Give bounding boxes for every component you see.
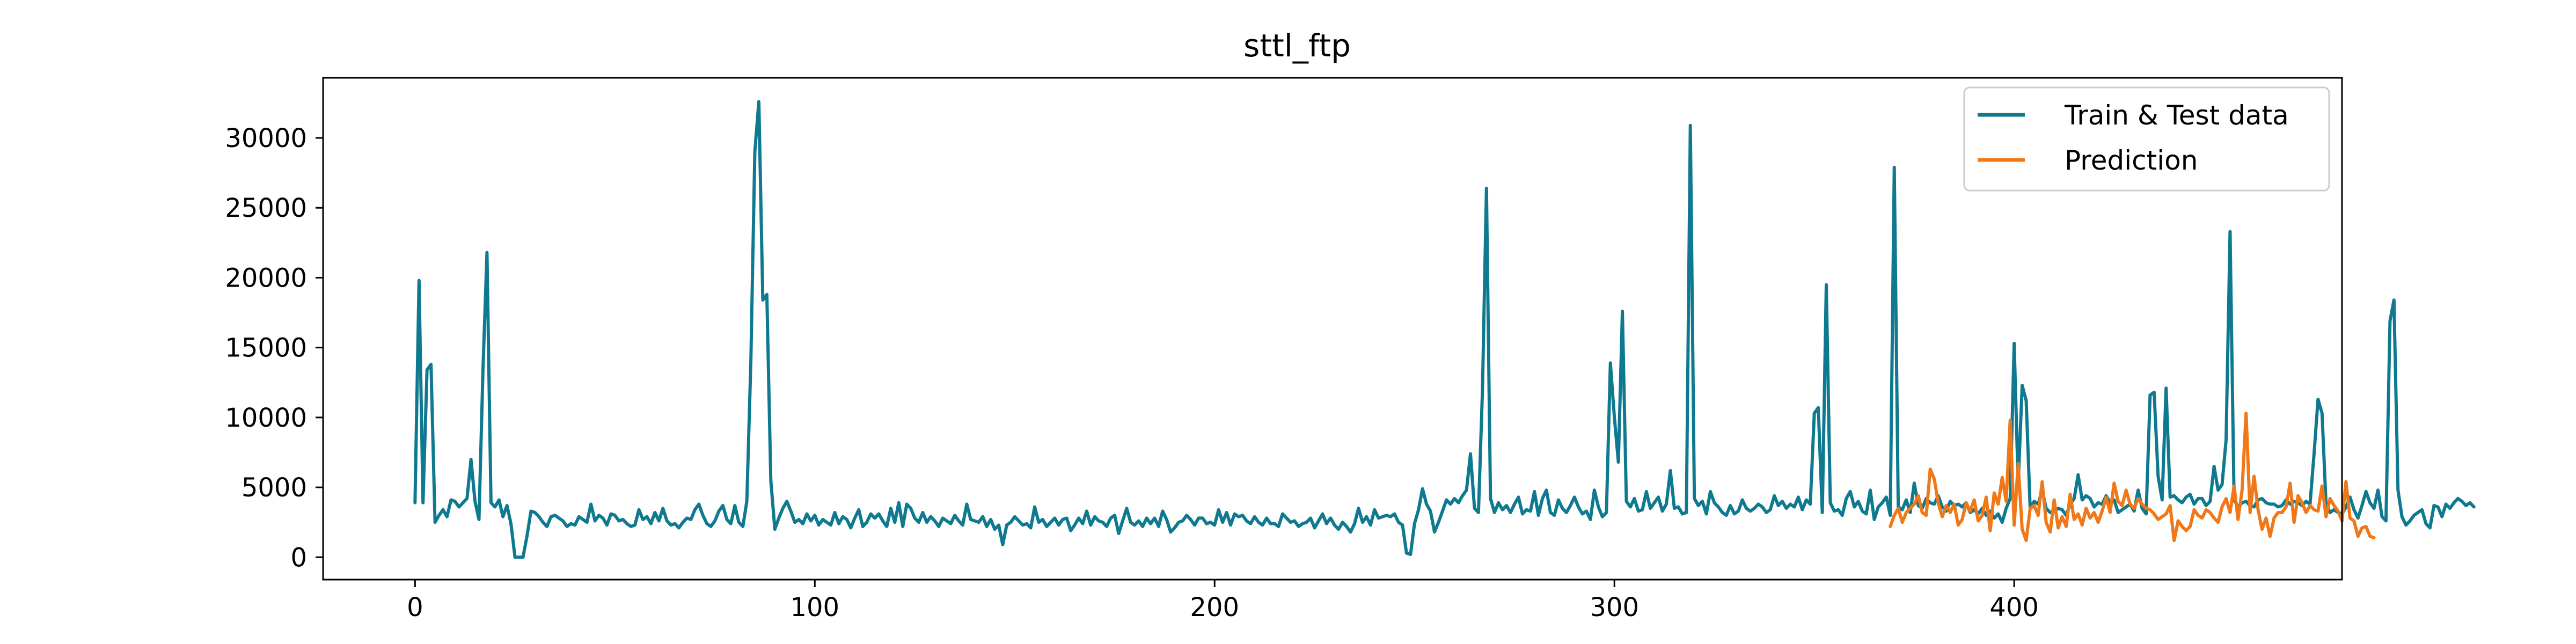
legend-box	[1963, 86, 2330, 192]
y-tick-label: 5000	[241, 473, 307, 503]
legend-label-train-test: Train & Test data	[2064, 100, 2289, 131]
x-axis: 0 100 200 300 400	[407, 580, 2039, 623]
y-tick-label: 0	[290, 543, 307, 573]
x-tick-label: 400	[1989, 592, 2039, 623]
series-line-prediction	[1889, 412, 2376, 543]
y-axis: 0 5000 10000 15000 20000 25000 30000	[225, 123, 323, 573]
chart-title: sttl_ftp	[1243, 27, 1351, 64]
y-tick-label: 20000	[225, 263, 307, 293]
x-tick-label: 200	[1190, 592, 1239, 623]
x-tick-label: 300	[1590, 592, 1639, 623]
y-tick-label: 10000	[225, 403, 307, 433]
plot-frame	[322, 77, 2343, 581]
x-tick-label: 0	[407, 592, 423, 623]
x-tick-label: 100	[790, 592, 839, 623]
legend: Train & Test data Prediction	[1963, 86, 2330, 192]
y-tick-label: 15000	[225, 333, 307, 363]
plot-lines	[413, 100, 2476, 559]
legend-label-prediction: Prediction	[2065, 145, 2198, 176]
y-tick-label: 30000	[225, 123, 307, 153]
y-tick-label: 25000	[225, 193, 307, 223]
